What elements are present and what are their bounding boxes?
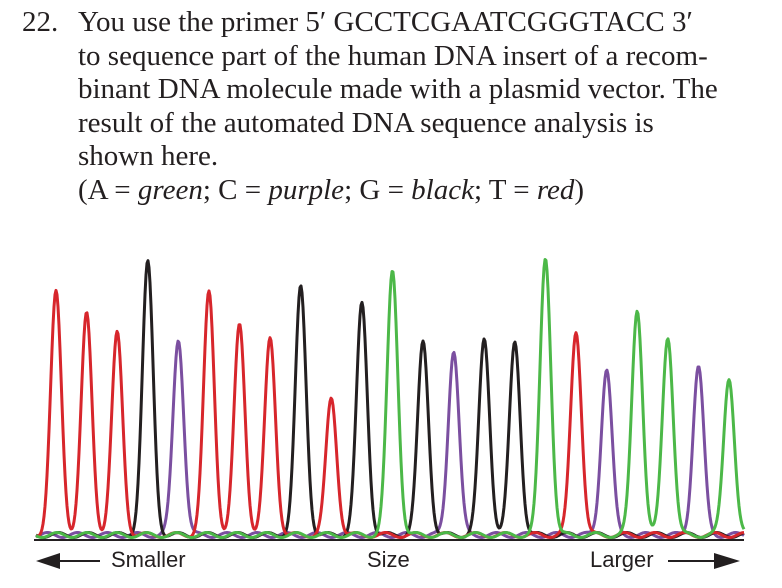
question-number: 22. xyxy=(22,6,59,38)
trace-a xyxy=(35,258,746,539)
arrow-left-icon xyxy=(36,553,60,569)
question-line-5: shown here. xyxy=(78,140,219,172)
axis-label-larger: Larger xyxy=(590,547,654,572)
key-a-color: green xyxy=(137,173,203,206)
axis-label-size: Size xyxy=(367,547,410,572)
chromatogram-traces xyxy=(35,258,746,539)
key-t-color: red xyxy=(536,173,575,206)
key-close: ) xyxy=(574,173,585,206)
sequencing-chromatogram xyxy=(34,258,746,569)
key-a-prefix: A = xyxy=(87,173,138,206)
color-key: (A = green; C = purple; G = black; T = r… xyxy=(78,174,584,208)
key-open: ( xyxy=(78,173,88,206)
arrow-right-icon xyxy=(714,553,740,569)
key-g-prefix: ; G = xyxy=(344,173,412,206)
question-line-1: You use the primer 5′ GCCTCGAATCGGGTACC … xyxy=(78,6,693,38)
key-c-prefix: ; C = xyxy=(202,173,269,206)
question-line-3: binant DNA molecule made with a plasmid … xyxy=(78,73,718,105)
key-g-color: black xyxy=(411,173,474,206)
axis-label-smaller: Smaller xyxy=(111,547,186,572)
key-c-color: purple xyxy=(268,173,345,206)
question-line-2: to sequence part of the human DNA insert… xyxy=(78,39,708,72)
key-t-prefix: ; T = xyxy=(473,173,537,206)
question-line-4: result of the automated DNA sequence ana… xyxy=(78,106,654,139)
trace-c xyxy=(35,339,745,539)
